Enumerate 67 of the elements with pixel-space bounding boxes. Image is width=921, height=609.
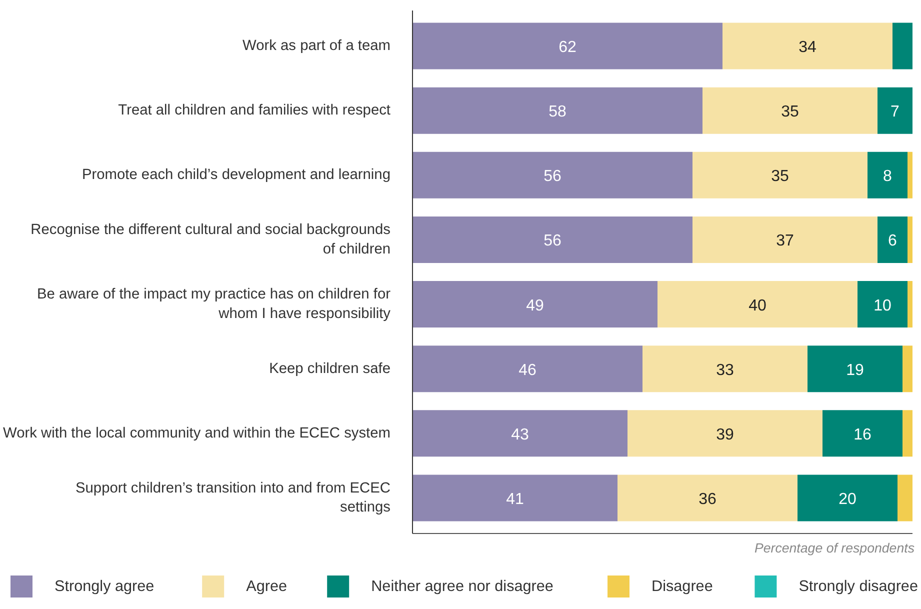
y-tick-label: Treat all children and families with respect	[118, 102, 390, 119]
legend-label: Neither agree nor disagree	[371, 578, 554, 595]
data-label: 16	[854, 426, 872, 444]
bar	[412, 410, 628, 457]
y-tick-label: Work as part of a team	[242, 38, 391, 54]
data-label: 49	[526, 297, 544, 314]
data-label: 39	[716, 426, 734, 444]
data-label: 58	[548, 104, 566, 121]
legend-label: Strongly disagree	[798, 578, 918, 595]
y-tick-label: Work with the local community and within the ECEC system	[3, 425, 391, 442]
data-label: 8	[883, 168, 892, 186]
bar	[908, 281, 912, 328]
legend-label: Agree	[246, 578, 288, 595]
bar	[878, 87, 912, 134]
data-label: 36	[698, 490, 716, 508]
bar	[412, 281, 658, 328]
x-axis-title: Percentage of respondents	[754, 540, 915, 556]
bar	[898, 474, 912, 522]
y-tick-label: Recognise the different cultural and social backgrounds of children	[30, 222, 391, 258]
bar	[692, 152, 868, 198]
bar	[618, 474, 798, 522]
bar	[412, 87, 702, 134]
bar	[642, 346, 808, 392]
bar	[822, 410, 902, 457]
y-tick-label: Support children’s transition into and from ECEC settings	[76, 480, 391, 516]
bar	[412, 22, 722, 70]
bar	[908, 152, 912, 198]
bar	[412, 474, 618, 522]
bar	[808, 346, 902, 392]
data-label: 34	[798, 39, 816, 56]
data-label: 33	[716, 362, 734, 379]
data-label: 41	[506, 490, 524, 508]
data-label: 56	[544, 168, 562, 186]
y-tick-label: Keep children safe	[269, 360, 391, 377]
data-label: 37	[776, 232, 794, 250]
data-label: 43	[511, 426, 529, 444]
bar	[892, 22, 912, 70]
bar	[902, 410, 912, 457]
data-label: 19	[846, 362, 864, 379]
bar	[868, 152, 908, 198]
y-tick-label: Be aware of the impact my practice has on children for whom I have responsibility	[36, 286, 392, 322]
data-label: 46	[518, 362, 536, 379]
bar	[628, 410, 822, 457]
data-label: 7	[890, 104, 900, 121]
data-label: 35	[771, 168, 789, 186]
bar	[798, 474, 898, 522]
bar	[908, 216, 912, 263]
bar	[902, 346, 912, 392]
data-label: 56	[544, 232, 562, 250]
data-label: 6	[888, 232, 898, 250]
bar	[722, 22, 892, 70]
bar	[702, 87, 878, 134]
bar	[658, 281, 858, 328]
bar	[412, 152, 692, 198]
bar	[692, 216, 878, 263]
data-label: 10	[874, 297, 892, 314]
data-label: 40	[748, 297, 766, 314]
data-label: 20	[838, 490, 856, 508]
y-tick-label: Promote each child’s development and learning	[82, 167, 391, 184]
legend-label: Strongly agree	[54, 578, 154, 595]
bar	[412, 346, 642, 392]
data-label: 62	[558, 39, 576, 56]
data-label: 35	[781, 104, 799, 121]
bar	[878, 216, 908, 263]
bar	[858, 281, 908, 328]
bar	[412, 216, 692, 263]
legend-label: Disagree	[652, 578, 713, 595]
